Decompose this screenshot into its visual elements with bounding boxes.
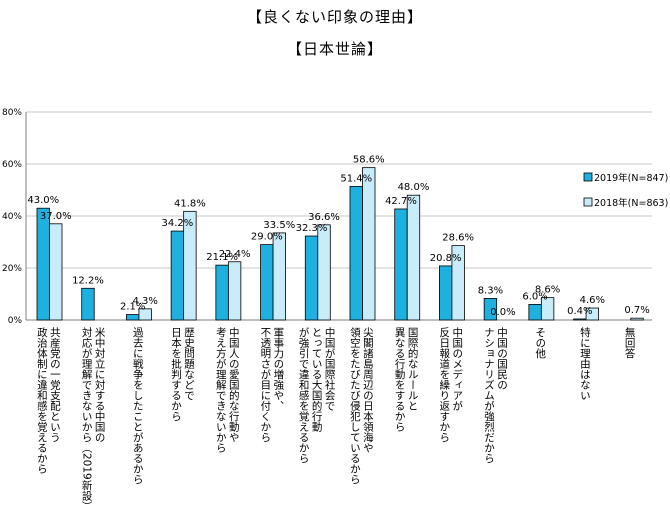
data-label: 58.6% [353,155,385,166]
category-label: 領空をたびたび侵犯しているから [349,326,361,485]
bar [81,287,95,321]
y-tick-label: 60% [2,160,22,170]
bar [394,208,408,321]
bar [170,230,185,321]
y-tick-label: 20% [2,264,22,274]
bar [483,298,498,321]
category-label: 国際的なルールと [407,327,419,411]
category-label: ナショナリズムが強烈だから [483,327,495,464]
data-label: 22.4% [219,249,251,260]
chart-subtitle: 【日本世論】 [286,40,383,58]
data-label: 0.4% [567,306,592,317]
category-label: 異なる行動をするから [394,327,406,433]
category-label: 中国人の愛国的な行動や [228,326,240,442]
bar [451,245,465,321]
bar [406,194,421,321]
legend-swatch [583,197,593,207]
category-label: 日本を批判するから [170,327,182,422]
data-label: 37.0% [40,211,72,222]
bar [49,223,63,321]
category-label: 対応が理解できないから（2019新設） [81,326,93,511]
data-label: 8.3% [478,285,503,296]
category-label: 共産党の一党支配という [49,327,61,443]
y-tick-label: 40% [2,212,22,222]
data-label: 33.5% [263,220,295,231]
data-label: 21.1% [206,252,238,263]
category-label: 考え方が理解できないから [215,327,227,454]
data-label: 51.4% [340,173,372,184]
data-label: 0.0% [490,307,515,318]
category-label: 尖閣諸島周辺の日本領海や [362,326,374,453]
bar [215,264,229,321]
data-label: 28.6% [442,233,474,244]
category-label: とっている大国的行動 [311,327,323,433]
category-label: 反日報道を繰り返すから [438,327,450,443]
bar [272,232,286,321]
data-label: 4.6% [580,295,605,306]
bar [260,244,274,321]
bar [439,265,453,321]
category-label: 過去に戦争をしたことがあるから [132,327,144,485]
bar [36,207,50,321]
bar [540,297,555,321]
bar [126,314,140,321]
data-label: 12.2% [72,275,104,286]
data-label: 43.0% [27,195,59,206]
category-label: 軍事力の増強や、 [272,327,284,411]
bar [183,210,197,321]
data-label: 41.8% [174,198,206,209]
data-label: 20.8% [430,253,462,264]
category-label: 中国が国際社会で [324,326,336,411]
category-label: 不透明さが目に付くから [259,327,271,443]
bar [138,308,152,321]
category-label: 歴史問題などで [183,327,195,401]
category-label: 無回答 [624,326,636,359]
bar [585,307,599,321]
data-label: 32.3% [296,223,328,234]
legend-label: 2019年(N=847) [594,172,668,184]
bar [317,224,331,321]
bar [349,185,363,321]
data-label: 29.0% [251,232,283,243]
category-label: 政治体制に違和感を覚えるから [36,326,48,475]
category-label: 米中対立に対する中国の [94,326,106,442]
data-label: 6.0% [522,291,547,302]
bar [227,261,242,321]
data-label: 4.3% [132,296,157,307]
data-label: 34.2% [162,218,194,229]
data-label: 8.6% [535,285,560,296]
bar [304,235,319,321]
legend-swatch [583,172,593,182]
category-label: が強引で違和感を覚えるから [298,326,310,464]
data-label: 36.6% [308,212,340,223]
chart-title: 【良くない印象の理由】 [246,8,423,26]
data-label: 48.0% [398,182,430,193]
category-label: 特に理由はない [579,327,591,401]
data-label: 42.7% [385,196,417,207]
category-label: 中国の国民の [496,326,508,390]
bar [528,303,542,321]
data-label: 0.7% [624,305,649,316]
legend-label: 2018年(N=863) [594,197,668,209]
category-label: 中国のメディアが [451,326,463,411]
bar [630,317,644,321]
bar [573,318,587,321]
category-label: その他 [534,327,546,359]
bar [362,167,376,321]
data-label: 2.1% [120,302,145,313]
y-tick-label: 0% [8,316,23,326]
y-tick-label: 80% [2,108,22,118]
